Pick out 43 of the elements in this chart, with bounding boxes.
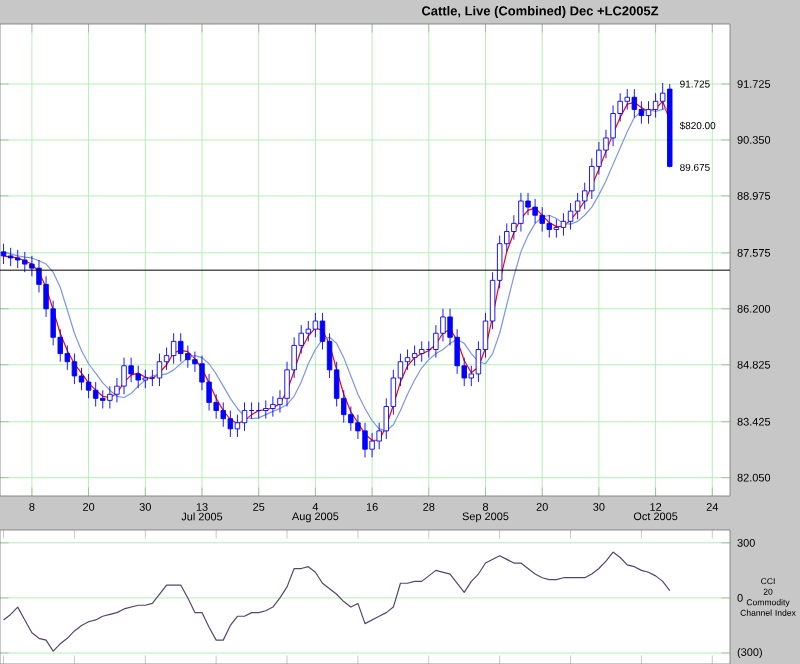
candlestick [525,192,531,216]
candlestick [22,251,28,273]
candlestick [241,401,248,432]
candlestick [170,332,177,365]
candlestick [645,100,652,125]
candlestick [369,432,375,458]
candlestick [404,349,411,371]
candlestick [178,332,184,363]
candlestick [631,88,638,119]
candlestick [128,357,134,383]
candlestick [15,249,21,269]
candlestick [348,406,354,432]
candlestick [539,206,545,232]
candlestick [546,214,552,239]
candlestick [411,345,418,367]
candlestick [227,410,234,438]
candlestick [7,247,14,267]
candlestick [532,198,538,224]
candlestick [0,243,7,265]
candlestick [418,340,425,363]
candlestick [92,381,99,407]
candlestick [163,347,170,371]
candlestick [121,357,127,395]
candlestick [78,367,85,391]
candlestick [135,365,141,389]
candlestick [71,353,78,385]
candlestick [567,202,574,230]
candlestick [85,373,92,399]
candlestick [185,345,191,369]
candlestick [362,422,368,458]
candlestick [107,385,113,409]
candlestick [149,369,156,387]
candlestick [100,389,106,409]
candlestick [560,212,567,237]
candlestick [312,312,319,338]
candlestick [518,192,524,232]
candlestick [156,353,163,387]
candlestick [553,218,560,239]
candlestick [234,414,241,438]
candlestick [263,399,269,420]
candlestick [142,369,149,389]
candlestick [220,401,226,428]
candlestick [270,395,276,418]
